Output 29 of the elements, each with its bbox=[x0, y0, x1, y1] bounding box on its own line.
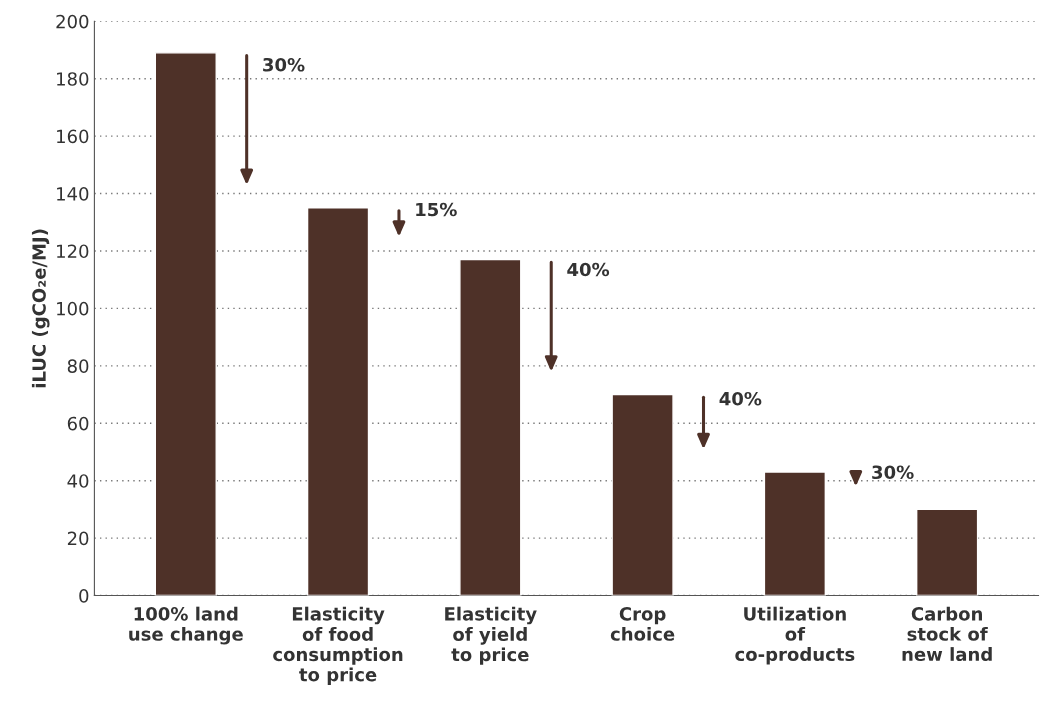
annotation: 30% bbox=[263, 57, 305, 72]
y-tick-label: 160 bbox=[57, 129, 89, 144]
bar bbox=[459, 258, 522, 596]
y-tick-label: 100 bbox=[57, 301, 89, 316]
x-tick-label: 100% land use change bbox=[129, 606, 243, 645]
y-tick-label: 0 bbox=[79, 589, 89, 603]
bar bbox=[306, 207, 370, 596]
x-tick-label: Elasticity of food consumption to price bbox=[273, 606, 403, 685]
y-tick-label: 200 bbox=[56, 14, 89, 29]
y-tick-label: 140 bbox=[57, 187, 89, 201]
annotation: 40% bbox=[567, 262, 610, 277]
bar bbox=[763, 471, 827, 596]
y-tick-label: 20 bbox=[67, 531, 89, 546]
x-tick-label: Elasticity of yield to price bbox=[445, 606, 537, 665]
y-tick-label: 180 bbox=[57, 72, 89, 86]
x-tick-label: Carbon stock of new land bbox=[902, 606, 992, 662]
y-tick-label: 80 bbox=[67, 359, 89, 373]
bar bbox=[154, 52, 217, 596]
y-tick-label: 40 bbox=[67, 474, 89, 488]
y-tick-label: 120 bbox=[57, 244, 89, 259]
bar bbox=[611, 393, 674, 596]
x-tick-label: Crop choice bbox=[610, 606, 675, 641]
annotation: 40% bbox=[719, 391, 762, 406]
bar bbox=[915, 508, 979, 596]
y-tick-label: 60 bbox=[67, 416, 89, 431]
annotation: 15% bbox=[416, 202, 457, 217]
x-tick-label: Utilization of co-products bbox=[735, 606, 855, 665]
annotation: 30% bbox=[872, 465, 914, 480]
y-axis-title: iLUC (gCO₂e/MJ) bbox=[31, 229, 50, 388]
